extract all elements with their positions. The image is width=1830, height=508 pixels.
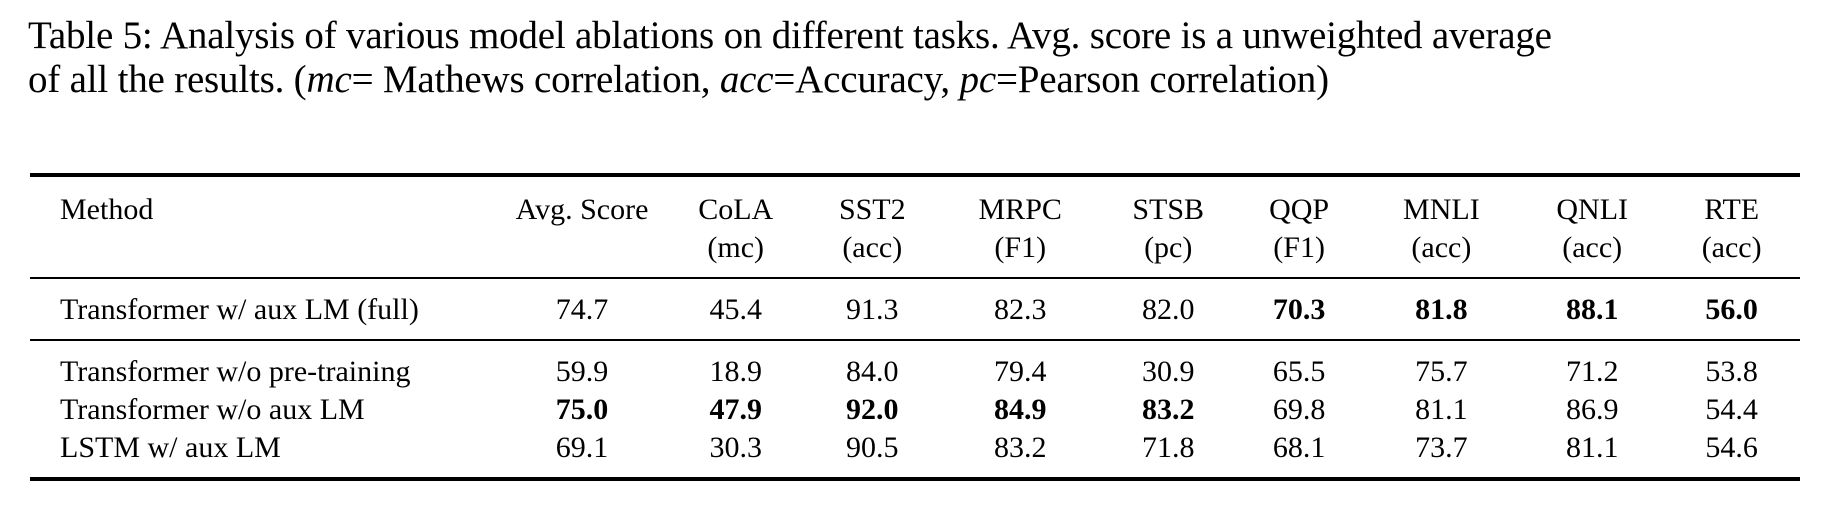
- value-cell: 75.7: [1361, 339, 1522, 391]
- table-header: Method Avg. Score CoLA (mc) SST2 (acc) MRP…: [30, 173, 1800, 278]
- value-cell: 92.0: [846, 393, 899, 426]
- caption-abbr-pc: pc: [959, 58, 997, 101]
- header-rte: RTE (acc): [1663, 173, 1800, 278]
- value-cell: 65.5: [1236, 339, 1362, 391]
- value-cell: 81.8: [1361, 277, 1522, 340]
- value-cell: 81.1: [1521, 429, 1664, 481]
- value-cell: 81.1: [1415, 393, 1468, 426]
- value-cell: 54.4: [1705, 393, 1758, 426]
- method-cell: Transformer w/o pre-training: [30, 339, 497, 391]
- value-cell: 84.9: [994, 393, 1047, 426]
- caption-text: = Mathews correlation,: [351, 58, 720, 101]
- value-cell: 82.3: [940, 277, 1100, 340]
- table-row: Transformer w/o aux LM 75.0 47.9 92.0 84…: [30, 391, 1800, 429]
- value-cell: 73.7: [1361, 429, 1522, 481]
- header-cola: CoLA (mc): [667, 173, 804, 278]
- value-cell: 86.9: [1565, 393, 1619, 426]
- value-cell: 75.0: [555, 393, 609, 426]
- header-avg-score: Avg. Score: [496, 173, 668, 278]
- header-mrpc: MRPC (F1): [940, 173, 1100, 278]
- table-row: Transformer w/o pre-training 59.9 18.9 8…: [30, 339, 1800, 391]
- header-metric: (acc): [842, 231, 903, 264]
- value-cell: 79.4: [940, 339, 1100, 391]
- value-cell: 54.6: [1663, 429, 1800, 481]
- value-cell: 30.9: [1099, 339, 1237, 391]
- results-table: Method Avg. Score CoLA (mc) SST2 (acc) MRP…: [30, 173, 1800, 481]
- header-method: Method: [30, 173, 497, 278]
- full-model-section: Transformer w/ aux LM (full) 74.7 45.4 9…: [30, 277, 1800, 340]
- header-stsb: STSB (pc): [1099, 173, 1237, 278]
- caption-abbr-mc: mc: [306, 58, 352, 101]
- value-cell: 69.8: [1272, 393, 1326, 426]
- table-caption: Table 5: Analysis of various model ablat…: [28, 14, 1818, 102]
- header-metric: (F1): [1273, 231, 1325, 264]
- header-metric: (acc): [1701, 231, 1762, 264]
- value-cell: 71.8: [1099, 429, 1237, 481]
- header-qqp: QQP (F1): [1236, 173, 1362, 278]
- value-cell: 30.3: [667, 429, 804, 481]
- value-cell: 47.9: [709, 393, 762, 426]
- value-cell: 18.9: [667, 339, 804, 391]
- value-cell: 91.3: [804, 277, 941, 340]
- value-cell: 84.0: [804, 339, 941, 391]
- method-cell: LSTM w/ aux LM: [30, 429, 497, 481]
- header-metric: (mc): [707, 231, 765, 264]
- table-row: LSTM w/ aux LM 69.1 30.3 90.5 83.2 71.8 …: [30, 429, 1800, 481]
- method-cell: Transformer w/ aux LM (full): [30, 277, 497, 340]
- ablation-table: Method Avg. Score CoLA (mc) SST2 (acc) MRP…: [30, 173, 1800, 481]
- header-metric: (pc): [1144, 231, 1193, 264]
- method-cell: Transformer w/o aux LM: [60, 393, 365, 426]
- value-cell: 69.1: [496, 429, 668, 481]
- header-mnli: MNLI (acc): [1361, 173, 1522, 278]
- header-metric: (acc): [1411, 231, 1472, 264]
- caption-abbr-acc: acc: [719, 58, 774, 101]
- value-cell: 71.2: [1521, 339, 1664, 391]
- value-cell: 83.2: [1141, 393, 1195, 426]
- value-cell: 45.4: [667, 277, 804, 340]
- value-cell: 59.9: [496, 339, 668, 391]
- value-cell: 83.2: [940, 429, 1100, 481]
- caption-text: =Pearson correlation): [995, 58, 1329, 101]
- value-cell: 88.1: [1521, 277, 1664, 340]
- caption-line-1: Table 5: Analysis of various model ablat…: [28, 14, 1552, 57]
- value-cell: 90.5: [804, 429, 941, 481]
- value-cell: 56.0: [1663, 277, 1800, 340]
- header-qnli: QNLI (acc): [1521, 173, 1664, 278]
- value-cell: 68.1: [1236, 429, 1362, 481]
- ablations-section: Transformer w/o pre-training 59.9 18.9 8…: [30, 339, 1800, 481]
- value-cell: 53.8: [1663, 339, 1800, 391]
- header-sst2: SST2 (acc): [804, 173, 941, 278]
- caption-line-2: of all the results. (mc= Mathews correla…: [28, 58, 1818, 102]
- header-metric: (acc): [1562, 231, 1623, 264]
- header-metric: (F1): [994, 231, 1047, 264]
- value-cell: 70.3: [1236, 277, 1362, 340]
- caption-text: of all the results. (: [28, 58, 307, 101]
- value-cell: 82.0: [1099, 277, 1237, 340]
- value-cell: 74.7: [496, 277, 668, 340]
- caption-text: =Accuracy,: [773, 58, 960, 101]
- table-row: Transformer w/ aux LM (full) 74.7 45.4 9…: [30, 277, 1800, 340]
